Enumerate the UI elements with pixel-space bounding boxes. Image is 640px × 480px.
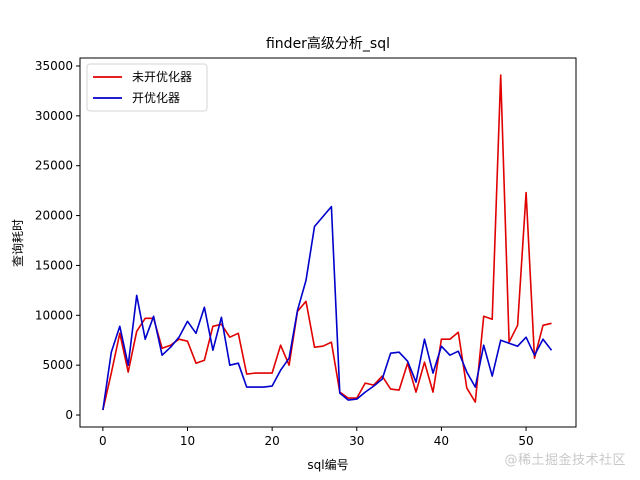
x-axis-ticks: 0 10 20 30 40 50 <box>99 427 534 448</box>
x-tick-label: 20 <box>264 434 279 448</box>
y-axis-label: 查询耗时 <box>11 219 25 267</box>
y-axis-ticks: 0 5000 10000 15000 20000 25000 30000 35000 <box>35 59 80 422</box>
plot-frame <box>79 57 577 428</box>
chart-title: finder高级分析_sql <box>266 35 390 52</box>
x-tick-label: 10 <box>180 434 195 448</box>
y-tick-label: 10000 <box>35 308 73 322</box>
x-axis-label: sql编号 <box>307 457 348 472</box>
y-tick-label: 15000 <box>35 258 73 272</box>
x-tick-label: 0 <box>99 434 107 448</box>
watermark: @稀土掘金技术社区 <box>504 453 626 468</box>
y-tick-label: 5000 <box>42 358 73 372</box>
y-tick-label: 20000 <box>35 209 73 223</box>
legend-label-series-1: 开优化器 <box>132 91 180 105</box>
x-tick-label: 40 <box>434 434 449 448</box>
series-lines <box>102 74 553 411</box>
y-tick-label: 0 <box>65 408 73 422</box>
series-line-0 <box>102 74 552 411</box>
x-tick-label: 30 <box>349 434 364 448</box>
legend-box <box>86 63 208 112</box>
series-line-1 <box>102 205 553 411</box>
y-tick-label: 30000 <box>35 109 73 123</box>
y-tick-label: 25000 <box>35 159 73 173</box>
y-tick-label: 35000 <box>35 59 73 73</box>
legend-label-series-0: 未开优化器 <box>132 70 192 84</box>
x-tick-label: 50 <box>518 434 533 448</box>
legend: 未开优化器 开优化器 <box>86 63 208 112</box>
